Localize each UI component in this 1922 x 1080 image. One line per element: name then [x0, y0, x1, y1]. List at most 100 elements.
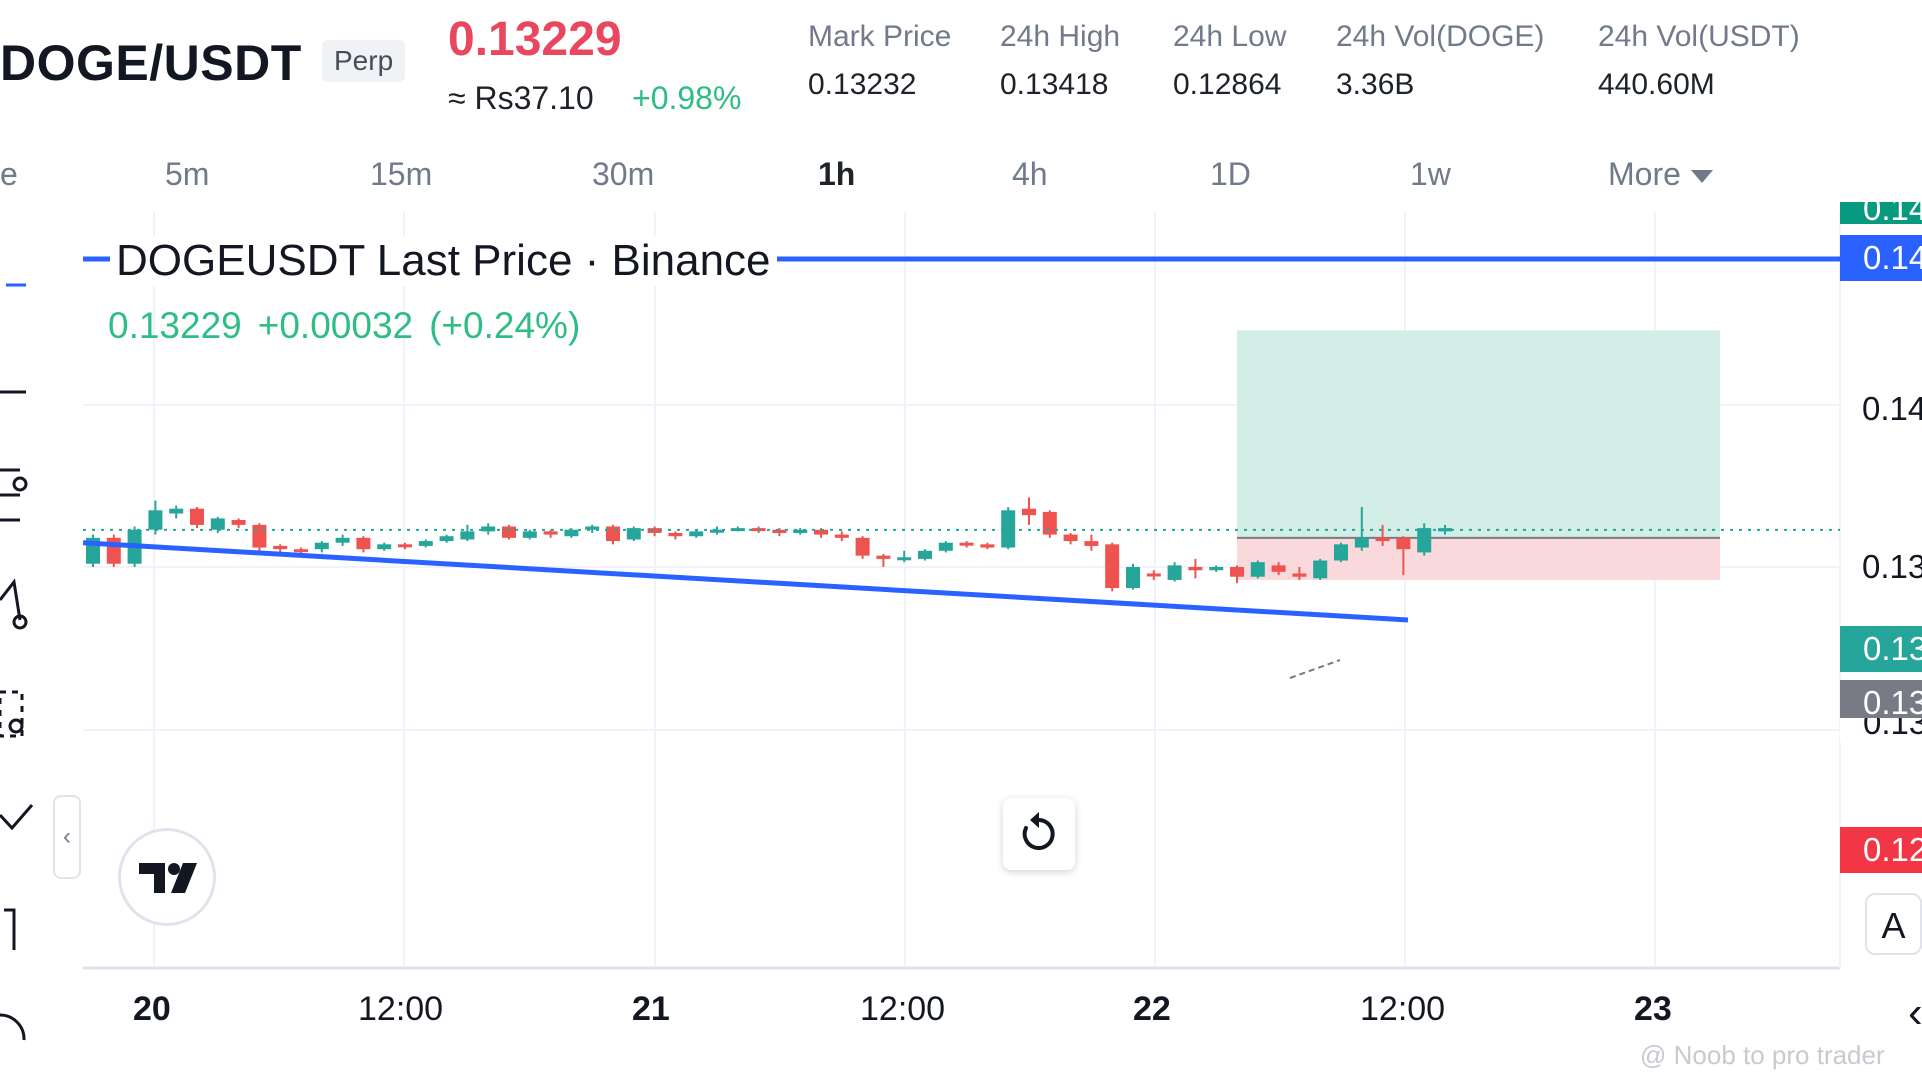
brush-tool-icon	[0, 804, 34, 831]
candle	[606, 524, 620, 545]
candle-body	[793, 529, 808, 533]
candle	[1042, 510, 1057, 538]
legend-title: DOGEUSDT Last Price · Binance	[110, 236, 777, 286]
candle	[106, 534, 121, 567]
candle	[585, 524, 600, 533]
candle	[1126, 563, 1140, 590]
candle-body	[377, 544, 392, 550]
tab-1h[interactable]: 1h	[818, 156, 856, 192]
candle-body	[190, 508, 204, 525]
price-badge-target-top: 0.14	[1840, 202, 1922, 224]
candle-body	[834, 534, 849, 538]
candle-body	[1209, 567, 1224, 571]
watermark: @ Noob to pro trader	[1640, 1040, 1885, 1070]
candle	[1001, 507, 1016, 550]
candle-body	[626, 528, 641, 540]
candle	[356, 536, 371, 553]
candle-body	[1063, 534, 1078, 542]
candle	[668, 531, 683, 540]
candle	[252, 523, 267, 551]
change-percent: +0.98%	[632, 80, 742, 116]
candle-body	[1042, 511, 1057, 535]
candle-body	[876, 555, 891, 559]
tab-1d[interactable]: 1D	[1210, 156, 1251, 192]
candle-body	[938, 542, 953, 551]
candle-body	[564, 529, 579, 537]
candle-body	[730, 528, 745, 532]
price-badge-overlap: 0.13	[1840, 718, 1922, 742]
candle-body	[918, 550, 932, 559]
candle	[460, 524, 475, 542]
tab-4h[interactable]: 4h	[1012, 156, 1048, 192]
right-chevron-icon[interactable]: ‹	[1908, 988, 1922, 1037]
candle-body	[398, 544, 412, 548]
candle-body	[1105, 544, 1120, 589]
candle-body	[1417, 528, 1432, 553]
legend-change-pct: (+0.24%)	[429, 305, 581, 346]
candle-body	[689, 531, 704, 537]
stat-24h-low-value: 0.12864	[1173, 68, 1282, 101]
candle	[980, 542, 995, 550]
stat-24h-vol-usdt-value: 440.60M	[1598, 68, 1715, 101]
tab-30m[interactable]: 30m	[592, 156, 655, 192]
candle	[897, 550, 912, 563]
tab-5m[interactable]: 5m	[165, 156, 210, 192]
text-tool-icon	[4, 908, 16, 950]
prediction-tool-icon	[0, 690, 24, 738]
candle-body	[231, 520, 246, 525]
candle-body	[148, 510, 163, 530]
tab-15m[interactable]: 15m	[370, 156, 433, 192]
candle-body	[252, 524, 267, 548]
candle	[730, 526, 745, 532]
more-label: More	[1608, 156, 1681, 192]
pattern-handle	[12, 614, 28, 630]
candle-body	[210, 518, 225, 530]
candle-body	[1126, 567, 1140, 589]
candle	[1063, 532, 1078, 545]
candle-body	[1084, 541, 1099, 546]
collapse-toolbar-button[interactable]: ‹	[53, 795, 81, 879]
candle	[1022, 497, 1036, 525]
candle-body	[855, 537, 870, 556]
price-badge-stop: 0.12	[1840, 827, 1922, 873]
candle	[710, 526, 724, 535]
price-axis-label: 0.13	[1862, 548, 1922, 585]
candle-body	[606, 526, 620, 542]
candle-body	[1334, 544, 1348, 561]
candle	[689, 529, 704, 538]
candle	[1167, 562, 1182, 582]
reset-chart-button[interactable]	[1003, 798, 1075, 870]
tab-1w[interactable]: 1w	[1410, 156, 1451, 192]
candle-body	[543, 531, 558, 535]
stat-24h-low-label: 24h Low	[1173, 20, 1287, 53]
reset-icon	[1022, 812, 1055, 850]
candle	[938, 541, 953, 553]
auto-scale-button[interactable]: A	[1865, 893, 1922, 955]
candle-body	[1292, 573, 1307, 577]
time-axis-label: 12:00	[358, 990, 444, 1028]
stop-zone	[1237, 537, 1720, 580]
symbol-title[interactable]: DOGE/USDT	[0, 35, 302, 91]
candle-body	[1375, 537, 1390, 542]
candle	[1292, 567, 1307, 580]
candle	[1271, 562, 1286, 576]
caret-down-icon	[1690, 170, 1713, 184]
candle	[210, 516, 225, 533]
tab-timeframe-partial[interactable]: e	[0, 156, 18, 192]
candle	[959, 541, 974, 548]
candle-body	[772, 529, 787, 533]
candle-body	[1022, 508, 1036, 516]
candle-body	[314, 542, 329, 550]
trend-line	[82, 540, 1409, 623]
time-axis-label: 12:00	[860, 990, 946, 1028]
candle	[86, 534, 100, 567]
more-dropdown[interactable]: More	[1608, 156, 1713, 193]
last-price: 0.13229	[448, 13, 622, 66]
prediction-handle	[8, 718, 24, 734]
candle-body	[1396, 537, 1411, 550]
tradingview-logo[interactable]	[118, 828, 216, 926]
candle	[169, 505, 184, 519]
stat-24h-vol-doge-value: 3.36B	[1336, 68, 1415, 101]
candle-body	[1167, 565, 1182, 580]
